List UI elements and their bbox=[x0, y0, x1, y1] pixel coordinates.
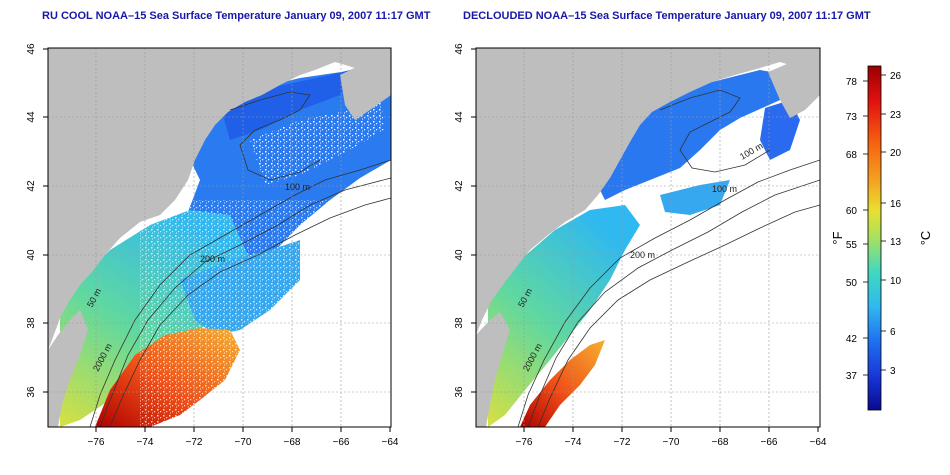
right-x-tick-label: −76 bbox=[516, 437, 533, 448]
right-x-tick-label: −66 bbox=[761, 437, 778, 448]
right-x-tick-label: −68 bbox=[712, 437, 729, 448]
right-sst-gulf-stream bbox=[520, 340, 605, 427]
right-land bbox=[476, 48, 820, 335]
colorbar-celsius-label: °C bbox=[918, 231, 933, 246]
right-contour-label: 100 m bbox=[712, 184, 737, 194]
left-y-tick-label: 36 bbox=[26, 386, 37, 398]
colorbar bbox=[867, 65, 882, 411]
left-x-tick-label: −66 bbox=[333, 437, 350, 448]
left-y-tick-label: 38 bbox=[26, 317, 37, 329]
colorbar-f-tick: 78 bbox=[846, 77, 858, 88]
right-y-tick-label: 46 bbox=[454, 43, 465, 55]
left-map: 50 m 100 m 200 m 2000 m bbox=[48, 48, 391, 427]
colorbar-c-tick: 13 bbox=[890, 237, 902, 248]
colorbar-c-tick: 26 bbox=[890, 71, 902, 82]
colorbar-fahrenheit-label: °F bbox=[830, 231, 845, 244]
right-map: 50 m 100 m 100 m 200 m 2000 m bbox=[476, 48, 820, 427]
right-land-delmarva bbox=[476, 312, 510, 427]
right-x-tick-label: −70 bbox=[663, 437, 680, 448]
left-bathymetry-contours bbox=[89, 91, 391, 427]
left-x-tick-label: −64 bbox=[382, 437, 399, 448]
right-land-nova-scotia bbox=[768, 50, 820, 118]
left-sst-gulf-maine bbox=[220, 68, 358, 140]
right-bathymetry-contours bbox=[517, 89, 820, 427]
left-map-frame bbox=[47, 47, 392, 428]
left-panel-title: RU COOL NOAA–15 Sea Surface Temperature … bbox=[42, 10, 431, 22]
colorbar-c-tick: 10 bbox=[890, 276, 902, 287]
left-cloud-speckle-north bbox=[250, 95, 385, 185]
right-y-tick-label: 44 bbox=[454, 111, 465, 123]
left-contour-label: 200 m bbox=[200, 254, 225, 264]
left-land-nova-scotia bbox=[340, 50, 391, 120]
right-y-tick-label: 38 bbox=[454, 317, 465, 329]
colorbar-f-tick: 42 bbox=[846, 334, 858, 345]
colorbar-ticks bbox=[863, 74, 886, 376]
left-y-tick-label: 46 bbox=[26, 43, 37, 55]
right-sst-patch bbox=[660, 180, 730, 215]
right-grid bbox=[476, 48, 820, 427]
axis-ticks bbox=[43, 48, 819, 432]
left-contour-label: 100 m bbox=[285, 182, 310, 192]
left-grid bbox=[48, 48, 391, 427]
right-y-tick-label: 36 bbox=[454, 386, 465, 398]
colorbar-f-tick: 55 bbox=[846, 240, 858, 251]
right-y-tick-label: 40 bbox=[454, 249, 465, 261]
colorbar-f-tick: 60 bbox=[846, 206, 858, 217]
colorbar-c-tick: 16 bbox=[890, 199, 902, 210]
left-x-tick-label: −70 bbox=[235, 437, 252, 448]
left-x-tick-label: −72 bbox=[186, 437, 203, 448]
right-panel-title: DECLOUDED NOAA–15 Sea Surface Temperatur… bbox=[463, 10, 871, 22]
left-y-tick-label: 44 bbox=[26, 111, 37, 123]
right-sst-mid-shelf bbox=[488, 205, 640, 427]
colorbar-c-tick: 3 bbox=[890, 366, 896, 377]
colorbar-f-tick: 50 bbox=[846, 278, 858, 289]
colorbar-f-tick: 73 bbox=[846, 112, 858, 123]
left-land bbox=[48, 48, 391, 350]
left-x-tick-label: −68 bbox=[284, 437, 301, 448]
colorbar-c-tick: 23 bbox=[890, 110, 902, 121]
colorbar-c-tick: 20 bbox=[890, 148, 902, 159]
left-y-tick-label: 40 bbox=[26, 249, 37, 261]
colorbar-c-tick: 6 bbox=[890, 327, 896, 338]
right-x-tick-label: −74 bbox=[565, 437, 582, 448]
left-cloud-speckle bbox=[140, 200, 330, 427]
right-map-frame bbox=[475, 47, 821, 428]
left-y-tick-label: 42 bbox=[26, 180, 37, 192]
right-x-tick-label: −72 bbox=[614, 437, 631, 448]
colorbar-f-tick: 37 bbox=[846, 371, 858, 382]
right-y-tick-label: 42 bbox=[454, 180, 465, 192]
right-contour-label: 200 m bbox=[630, 250, 655, 260]
left-x-tick-label: −76 bbox=[88, 437, 105, 448]
left-x-tick-label: −74 bbox=[137, 437, 154, 448]
left-land-delmarva bbox=[48, 310, 88, 427]
right-x-tick-label: −64 bbox=[810, 437, 827, 448]
colorbar-f-tick: 68 bbox=[846, 150, 858, 161]
